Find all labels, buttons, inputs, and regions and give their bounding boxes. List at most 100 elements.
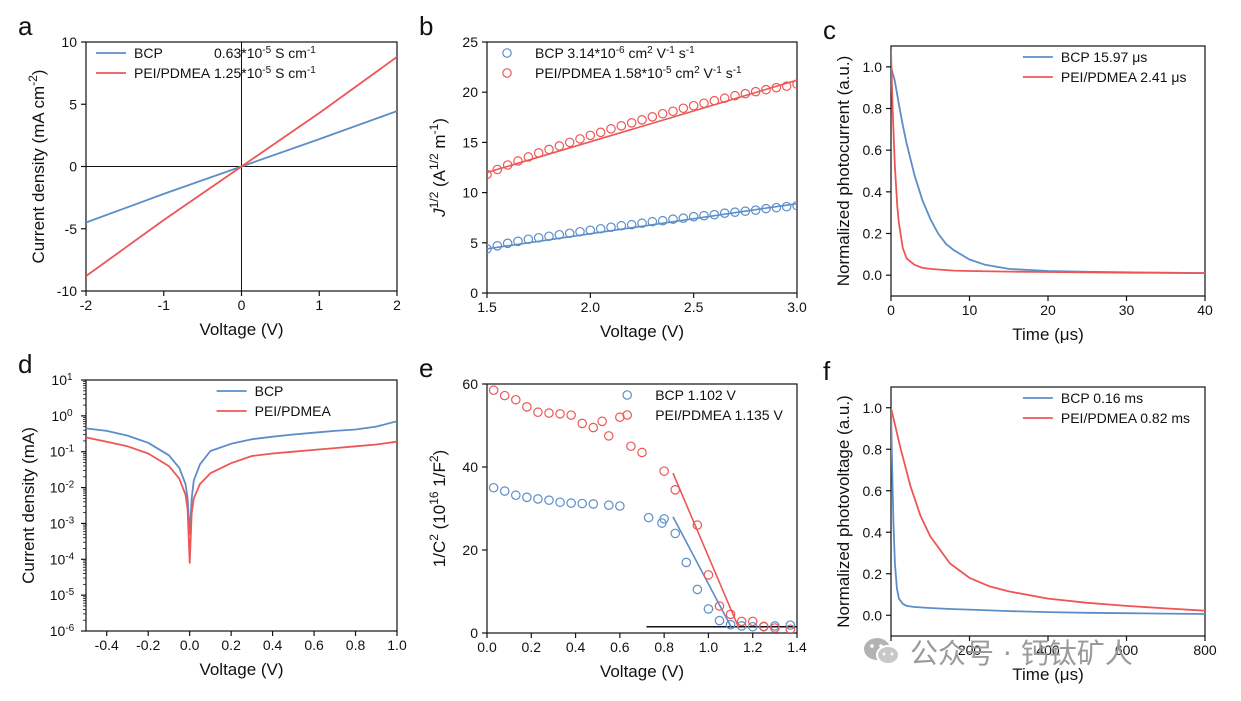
panel-label: c [823, 15, 836, 45]
x-tick-label: 2.0 [581, 299, 601, 315]
legend: BCP 1.102 V PEI/PDMEA 1.135 V [622, 387, 783, 423]
series-pei-pdmea-point [554, 141, 565, 151]
data-layer [891, 50, 1205, 274]
series-pei-pdmea-point [588, 422, 599, 433]
x-tick-label: 3.0 [787, 299, 807, 315]
legend-bcp-label-part: s [675, 45, 686, 61]
series-pei-pdmea-point [492, 164, 503, 175]
series-bcp-point [577, 498, 588, 509]
data-layer [488, 385, 797, 633]
x-tick-label: 800 [1193, 642, 1217, 658]
legend-pei-pdmea-label: PEI/PDMEA [134, 65, 211, 81]
series-pei-pdmea-point [626, 118, 637, 128]
legend-bcp-label: BCP 3.14*10-6 cm2 V-1 s-1 [535, 45, 695, 62]
y-tick-label: -10 [57, 283, 77, 299]
series-bcp-point [659, 514, 669, 524]
y-tick-label-part: 10 [50, 623, 66, 639]
legend-pei-pdmea-label-part: PEI/PDMEA 1.58*10 [535, 65, 663, 81]
series-pei-pdmea-point [513, 156, 523, 166]
x-tick-label: -2 [80, 297, 93, 313]
y-tick-label: -5 [65, 221, 78, 237]
legend-pei-pdmea-value-part: -1 [307, 65, 316, 76]
plot-frame [85, 379, 398, 632]
x-tick-label: 600 [1115, 642, 1139, 658]
legend-bcp-label: BCP 1.102 V [655, 387, 736, 403]
y-tick-label-part: 1 [67, 372, 73, 383]
y-tick-label: 40 [462, 459, 478, 475]
series-bcp-point [533, 494, 543, 504]
data-layer [86, 420, 397, 564]
legend-pei-pdmea-label: PEI/PDMEA [255, 403, 332, 419]
series-bcp-point [588, 499, 599, 509]
legend-bcp-label: BCP [255, 383, 284, 399]
y-tick-label: 0.6 [863, 483, 883, 499]
y-tick-label: 0.4 [863, 524, 883, 540]
y-axis-label-part: Current density (mA cm [29, 86, 48, 264]
legend-pei-pdmea-swatch [502, 68, 512, 78]
x-axis-label: Voltage (V) [199, 660, 283, 679]
y-tick-label-part: 10 [51, 372, 67, 388]
series-pei-pdmea-point [736, 616, 747, 627]
series-pei-pdmea-point [585, 130, 596, 141]
series-pei-pdmea-point [657, 108, 668, 119]
series-bcp-point [785, 620, 796, 630]
legend-bcp-label-part: BCP [134, 45, 163, 61]
x-tick-label: 0.2 [221, 637, 241, 653]
x-tick-label: 2 [393, 297, 401, 313]
x-tick-label: 2.5 [684, 299, 704, 315]
watermark-text: 公众号 · 钙钛矿人 [910, 637, 1133, 670]
wechat-icon [864, 638, 900, 665]
legend-bcp-label-part: -6 [616, 45, 625, 56]
y-tick-label-part: 0 [67, 407, 73, 418]
y-axis-label-part: 1/2 [427, 191, 441, 208]
y-axis-label: 1/C2 (1016 1/F2) [427, 450, 449, 567]
series-bcp-point [747, 621, 758, 632]
x-tick-label: -1 [158, 297, 171, 313]
y-tick-label: 10-5 [50, 587, 75, 604]
legend-pei-pdmea-label-part: 2 [694, 65, 700, 76]
panel-label: b [419, 11, 433, 41]
series-pei-pdmea-point [678, 103, 689, 114]
series-pei-pdmea-point [595, 127, 606, 138]
series-pei-pdmea-point [488, 385, 499, 396]
y-tick-label: 15 [462, 134, 478, 150]
y-tick-label: 1.0 [863, 59, 883, 75]
y-axis-label-part: 16 [427, 491, 441, 505]
legend-pei-pdmea-label: PEI/PDMEA 0.82 ms [1061, 410, 1190, 426]
x-tick-label: -0.2 [136, 637, 160, 653]
data-layer [891, 407, 1205, 615]
y-tick-label: 101 [51, 372, 73, 389]
y-tick-label: 10 [61, 34, 77, 50]
legend-bcp-value: 0.63*10-5 S cm-1 [214, 45, 316, 62]
y-axis-label-part: m [430, 134, 449, 153]
y-axis-label-part: (10 [430, 505, 449, 534]
series-bcp-point [637, 218, 647, 229]
plot-frame [486, 41, 798, 294]
legend-pei-pdmea-value-part: 1.25*10 [214, 65, 262, 81]
legend-bcp-swatch [622, 390, 632, 400]
series-pei-pdmea-fit-line [672, 472, 740, 628]
series-pei-pdmea-point [523, 152, 534, 162]
series-pei-pdmea-point [510, 394, 521, 405]
series-pei-pdmea-point [575, 134, 585, 144]
legend: BCP 3.14*10-6 cm2 V-1 s-1 PEI/PDMEA 1.58*… [502, 45, 742, 81]
data-layer [86, 56, 397, 277]
series-bcp-point [615, 501, 625, 511]
y-tick-label: 0.2 [863, 226, 883, 242]
y-tick-label-part: 10 [51, 408, 67, 424]
legend-pei-pdmea-swatch [622, 410, 632, 420]
x-tick-label: 0.0 [180, 637, 200, 653]
legend-pei-pdmea-label-part: V [700, 65, 714, 81]
legend-bcp-swatch [502, 48, 512, 58]
x-tick-label: 1.5 [477, 299, 497, 315]
series-pei-pdmea-point [703, 570, 714, 580]
y-tick-label: 0.6 [863, 142, 883, 158]
legend-bcp-label: BCP [134, 45, 163, 61]
legend-bcp-label-part: cm [625, 45, 648, 61]
y-tick-label: 60 [462, 376, 478, 392]
legend-bcp-label-part: BCP 0.16 ms [1061, 390, 1143, 406]
series-bcp-point [699, 210, 709, 221]
series-bcp-point [555, 497, 565, 508]
series-bcp-fit-line [487, 202, 797, 250]
y-tick-label: 25 [462, 34, 478, 50]
